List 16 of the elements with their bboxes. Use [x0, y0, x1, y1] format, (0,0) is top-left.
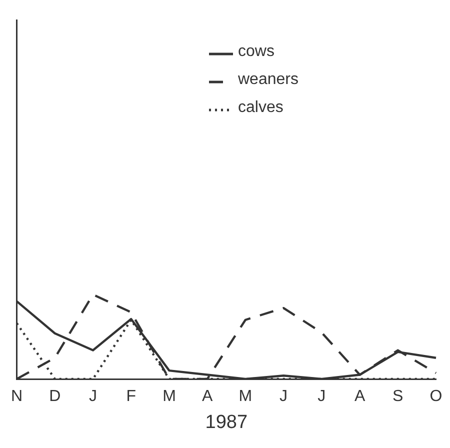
x-axis-title: 1987 [205, 412, 248, 433]
x-tick-label: S [392, 388, 404, 406]
x-tick-label: A [354, 388, 366, 406]
x-tick-label: M [162, 388, 176, 406]
x-tick-label: F [126, 388, 136, 406]
x-tick-label: A [202, 388, 213, 406]
legend-label: calves [238, 98, 284, 118]
x-tick-label: J [318, 388, 326, 406]
x-tick-label: M [238, 388, 252, 406]
x-tick-label: N [10, 388, 23, 406]
x-tick-label: J [280, 388, 288, 406]
x-tick-label: D [49, 388, 61, 406]
legend-label: cows [238, 42, 274, 62]
x-tick-label: J [89, 388, 97, 406]
legend-label: weaners [238, 70, 298, 90]
x-tick-label: O [430, 388, 442, 406]
